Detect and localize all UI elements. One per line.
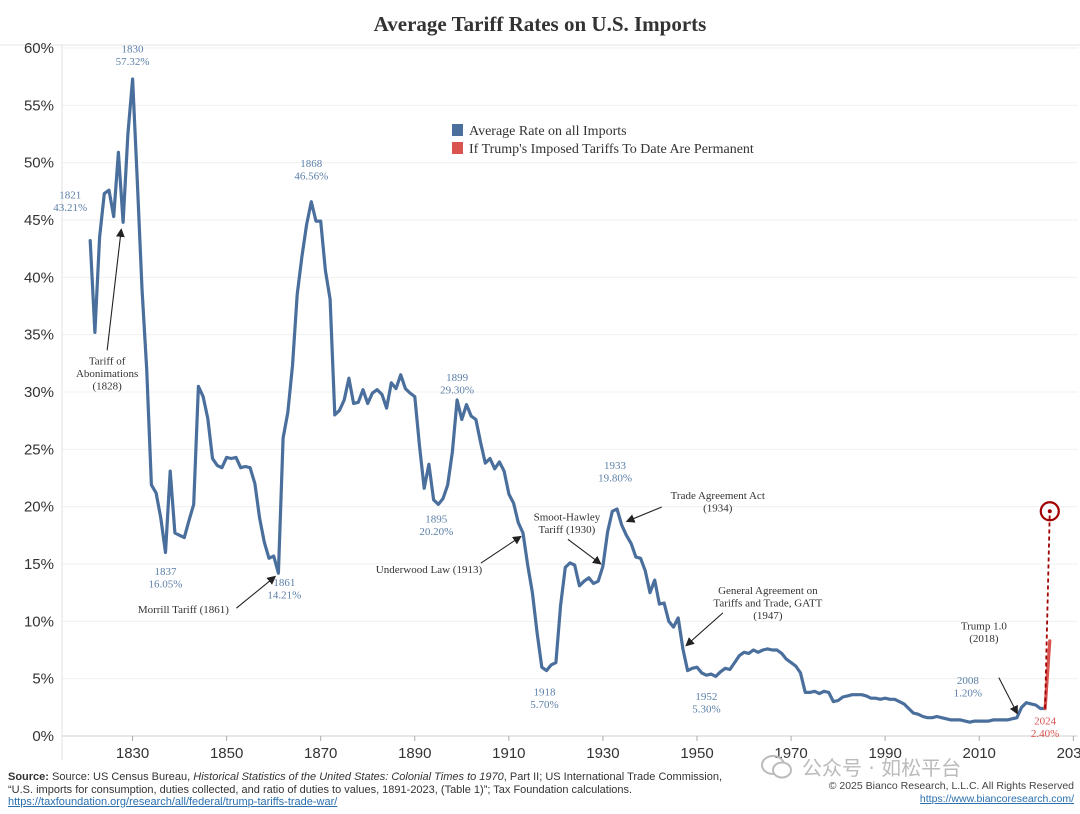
- annotation-arrow: [998, 677, 1018, 715]
- annotation-label: Tariff of Abonimations (1828): [76, 355, 138, 392]
- y-tick-label: 25%: [24, 441, 54, 458]
- annotation-arrow: [685, 612, 724, 647]
- y-tick-label: 40%: [24, 269, 54, 286]
- projection-point: [1047, 509, 1052, 514]
- x-tick-label: 1870: [304, 745, 337, 762]
- legend: Average Rate on all Imports If Trump's Im…: [452, 124, 754, 157]
- projection-line: [1044, 511, 1051, 709]
- series-line-average-rate: [88, 77, 1047, 724]
- copyright: © 2025 Bianco Research, L.L.C. All Right…: [829, 780, 1074, 805]
- annotation-labels: 1821 43.21% 1830 57.32% 1837 16.05% 1861 14.21%…: [53, 44, 1059, 740]
- annotation-arrow: [106, 228, 125, 351]
- annotation-label: General Agreement on Tariffs and Trade, G…: [713, 585, 822, 622]
- annotation-label: 1821 43.21%: [53, 190, 87, 215]
- annotation-label: 1837 16.05%: [149, 566, 183, 591]
- watermark-text: 公众号 · 如松平台: [802, 756, 962, 780]
- annotation-label: Underwood Law (1913): [376, 564, 483, 576]
- x-tick-label: 1990: [868, 745, 901, 762]
- x-tick-label: 1830: [116, 745, 149, 762]
- source-link[interactable]: https://taxfoundation.org/research/all/f…: [8, 796, 338, 808]
- annotation-label: Trade Agreement Act (1934): [671, 490, 765, 514]
- chart-title: Average Tariff Rates on U.S. Imports: [373, 12, 707, 36]
- x-tick-label: 2010: [963, 745, 996, 762]
- x-tick-label: 2030: [1057, 745, 1080, 762]
- annotation-arrow: [236, 575, 277, 609]
- y-tick-label: 50%: [24, 155, 54, 172]
- y-tick-label: 20%: [24, 499, 54, 516]
- annotation-label: 1952 5.30%: [692, 691, 720, 716]
- series-line-trump-tariffs: [1043, 639, 1052, 711]
- y-tick-label: 0%: [32, 728, 54, 745]
- annotation-label: 2024 2.40%: [1031, 715, 1059, 740]
- annotation-label: 1830 57.32%: [116, 44, 150, 69]
- y-tick-label: 10%: [24, 613, 54, 630]
- legend-swatch: [452, 142, 463, 154]
- y-tick-label: 60%: [24, 40, 54, 57]
- annotation-label: 1899 29.30%: [440, 372, 474, 397]
- y-tick-label: 55%: [24, 97, 54, 114]
- annotation-label: 1868 46.56%: [294, 158, 328, 183]
- x-tick-label: 1910: [492, 745, 525, 762]
- copyright-text: © 2025 Bianco Research, L.L.C. All Right…: [828, 780, 1074, 792]
- x-tick-label: 1970: [774, 745, 807, 762]
- legend-swatch: [452, 124, 463, 136]
- y-tick-label: 15%: [24, 556, 54, 573]
- legend-label: If Trump's Imposed Tariffs To Date Are P…: [469, 142, 754, 157]
- source-note: Source: Source: US Census Bureau, Histor…: [8, 771, 748, 809]
- annotation-arrows: [106, 228, 1018, 715]
- series: [88, 77, 1060, 724]
- source-text-2: , Part II; US International Trade Commis…: [8, 771, 723, 796]
- watermark: 公众号 · 如松平台: [760, 752, 961, 781]
- copyright-link[interactable]: https://www.biancoresearch.com/: [919, 792, 1074, 805]
- y-tick-label: 5%: [32, 671, 54, 688]
- x-tick-label: 1850: [210, 745, 243, 762]
- annotation-label: 1918 5.70%: [530, 687, 558, 712]
- annotation-label: Trump 1.0 (2018): [961, 621, 1008, 646]
- source-label: Source:: [8, 771, 49, 783]
- x-tick-label: 1950: [680, 745, 713, 762]
- grid: [0, 44, 1080, 680]
- axes: 0% 5% 10% 15% 20% 25% 30% 35% 40% 45% 50% 55% 60% 183…: [24, 40, 1080, 762]
- annotation-label: 2008 1.20%: [954, 675, 982, 700]
- annotation-label: 1933 19.80%: [598, 460, 632, 485]
- legend-label: Average Rate on all Imports: [469, 124, 627, 139]
- y-tick-label: 45%: [24, 212, 54, 229]
- annotation-label: 1895 20.20%: [419, 513, 453, 538]
- annotation-arrow: [625, 506, 662, 523]
- annotation-label: Smoot-Hawley Tariff (1930): [534, 511, 601, 536]
- annotation-label: 1861 14.21%: [267, 577, 301, 602]
- annotation-arrow: [480, 535, 522, 564]
- wechat-icon: [761, 754, 792, 778]
- y-tick-label: 30%: [24, 384, 54, 401]
- annotation-label: Morrill Tariff (1861): [138, 604, 229, 616]
- source-text-1: Source: US Census Bureau,: [52, 771, 194, 783]
- x-tick-label: 1890: [398, 745, 431, 762]
- annotation-arrow: [567, 538, 602, 565]
- projection-circle-marker: [1039, 501, 1060, 522]
- x-tick-label: 1930: [586, 745, 619, 762]
- source-italic: Historical Statistics of the United Stat…: [193, 771, 504, 783]
- y-tick-label: 35%: [24, 327, 54, 344]
